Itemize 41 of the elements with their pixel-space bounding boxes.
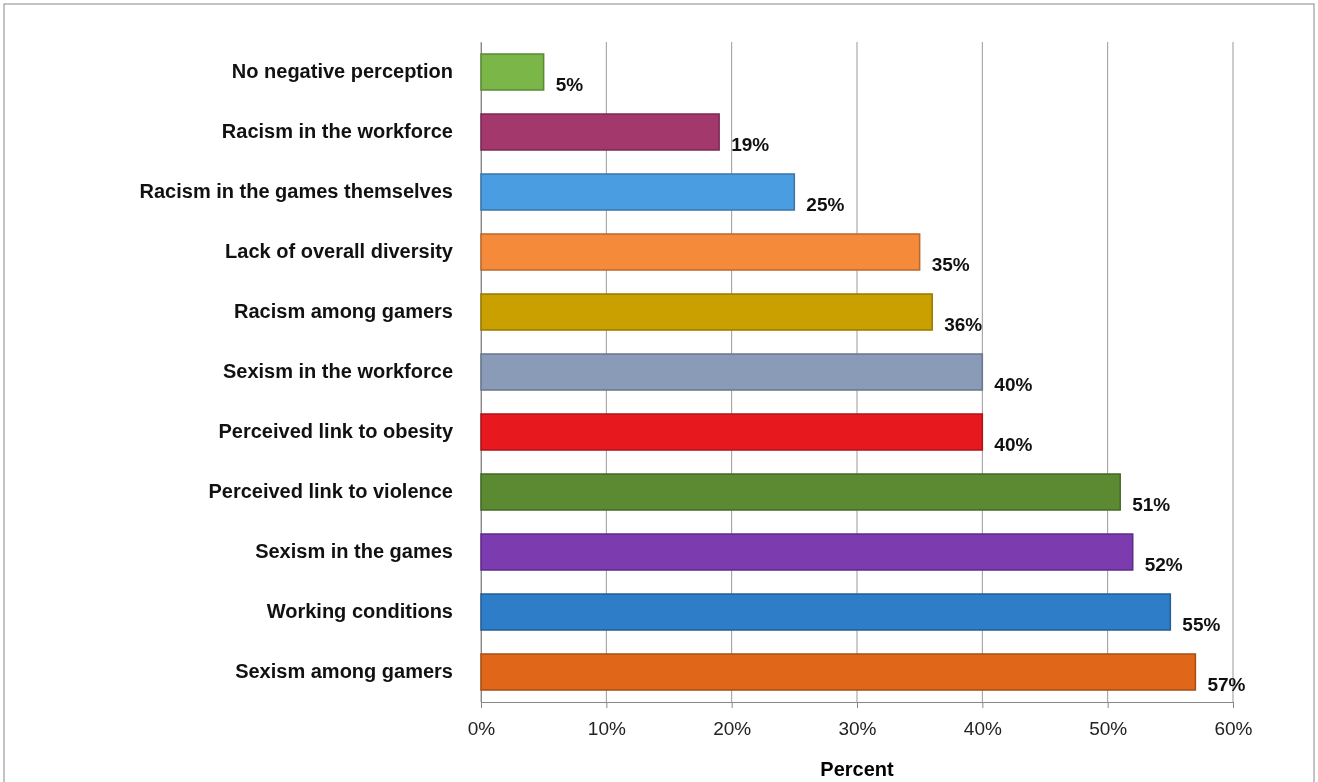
- bar: [480, 233, 921, 271]
- x-tick-label: 40%: [963, 718, 1002, 740]
- bar: [480, 413, 984, 451]
- data-label: 40%: [994, 433, 1033, 455]
- y-tick-label: No negative perception: [231, 60, 453, 83]
- bar: [480, 173, 796, 211]
- x-axis-title: Percent: [820, 758, 895, 780]
- data-label: 52%: [1144, 553, 1183, 575]
- bar: [480, 533, 1134, 571]
- bar: [480, 353, 984, 391]
- data-label: 35%: [931, 253, 970, 275]
- data-label: 36%: [944, 313, 983, 335]
- x-tick-label: 20%: [713, 718, 752, 740]
- data-label: 51%: [1132, 493, 1171, 515]
- y-tick-label: Racism in the games themselves: [139, 180, 453, 203]
- y-tick-label: Perceived link to obesity: [218, 420, 454, 443]
- y-tick-label: Sexism among gamers: [235, 660, 453, 683]
- y-tick-label: Sexism in the games: [255, 540, 453, 563]
- y-tick-label: Racism in the workforce: [221, 120, 453, 143]
- data-label: 25%: [806, 193, 845, 215]
- data-label: 57%: [1207, 673, 1246, 695]
- y-tick-label: Working conditions: [266, 600, 453, 623]
- x-tick-label: 30%: [838, 718, 877, 740]
- y-tick-label: Perceived link to violence: [208, 480, 453, 503]
- data-label: 19%: [731, 133, 770, 155]
- x-tick-label: 10%: [587, 718, 626, 740]
- bar: [480, 653, 1197, 691]
- data-label: 40%: [994, 373, 1033, 395]
- y-tick-label: Sexism in the workforce: [222, 360, 453, 383]
- bar: [480, 113, 720, 151]
- bar: [480, 293, 933, 331]
- x-tick-label: 50%: [1089, 718, 1128, 740]
- bar: [480, 593, 1172, 631]
- bar: [480, 473, 1121, 511]
- data-label: 55%: [1182, 613, 1221, 635]
- data-label: 5%: [555, 73, 584, 95]
- x-tick-label: 0%: [467, 718, 496, 740]
- y-tick-label: Lack of overall diversity: [225, 240, 454, 263]
- bar: [480, 53, 545, 91]
- y-tick-label: Racism among gamers: [234, 300, 453, 323]
- x-tick-label: 60%: [1214, 718, 1253, 740]
